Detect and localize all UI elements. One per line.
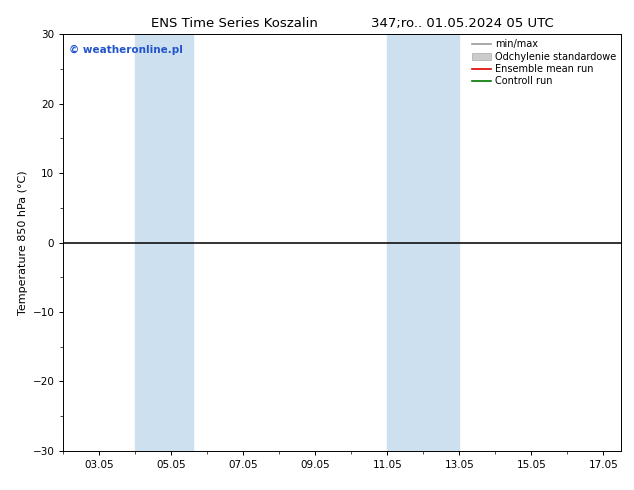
Text: 347;ro.. 01.05.2024 05 UTC: 347;ro.. 01.05.2024 05 UTC: [372, 17, 554, 30]
Text: ENS Time Series Koszalin: ENS Time Series Koszalin: [151, 17, 318, 30]
Legend: min/max, Odchylenie standardowe, Ensemble mean run, Controll run: min/max, Odchylenie standardowe, Ensembl…: [470, 37, 618, 88]
Y-axis label: Temperature 850 hPa (°C): Temperature 850 hPa (°C): [18, 170, 29, 315]
Bar: [387, 34, 460, 451]
Text: © weatheronline.pl: © weatheronline.pl: [69, 45, 183, 55]
Bar: [136, 34, 193, 451]
